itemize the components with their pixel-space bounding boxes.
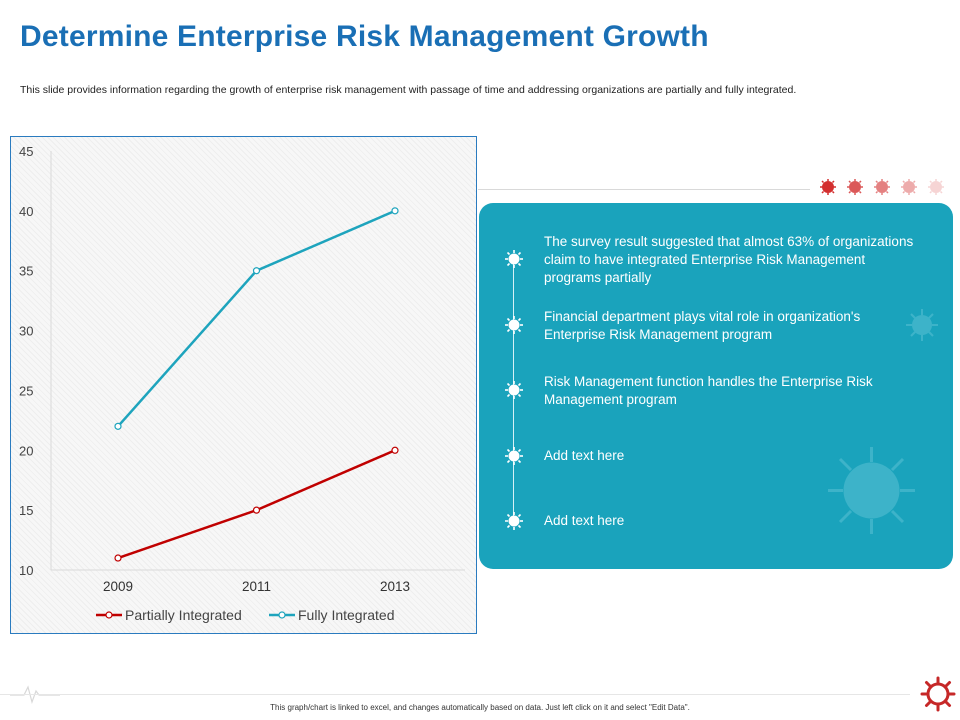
data-point bbox=[114, 554, 122, 562]
panel-item: Financial department plays vital role in… bbox=[544, 309, 861, 342]
y-tick-label: 45 bbox=[19, 144, 33, 159]
virus-bullet-icon bbox=[505, 447, 523, 465]
legend-marker-dot bbox=[105, 611, 113, 619]
legend-marker-dot bbox=[278, 611, 286, 619]
data-point bbox=[114, 422, 122, 430]
series-line bbox=[117, 209, 396, 428]
legend-label: Fully Integrated bbox=[298, 607, 395, 623]
virus-bullet-icon bbox=[505, 512, 523, 530]
legend-label: Partially Integrated bbox=[125, 607, 242, 623]
virus-decoration-icon bbox=[828, 447, 915, 534]
divider-line bbox=[478, 189, 810, 190]
footer-note: This graph/chart is linked to excel, and… bbox=[270, 703, 690, 712]
virus-bullet-icon bbox=[505, 250, 523, 268]
page-subtitle: This slide provides information regardin… bbox=[20, 84, 797, 96]
y-tick-label: 35 bbox=[19, 264, 33, 279]
panel-item: Risk Management function handles the Ent… bbox=[544, 374, 873, 407]
series-line bbox=[117, 449, 396, 560]
y-tick-label: 15 bbox=[19, 503, 33, 518]
x-tick-label: 2009 bbox=[103, 579, 133, 594]
page-title: Determine Enterprise Risk Management Gro… bbox=[20, 20, 709, 53]
x-tick-label: 2013 bbox=[380, 579, 410, 594]
y-tick-label: 10 bbox=[19, 563, 33, 578]
virus-bullet-icon bbox=[505, 316, 523, 334]
line-chart[interactable]: 10 15 20 25 30 35 40 45 2009 2011 2013 Partially In… bbox=[10, 136, 477, 634]
virus-logo-icon bbox=[920, 676, 956, 712]
data-point bbox=[252, 506, 261, 514]
footer-line bbox=[0, 694, 910, 695]
data-point bbox=[252, 267, 261, 275]
chart-canvas: 10 15 20 25 30 35 40 45 2009 2011 2013 Partially In… bbox=[19, 144, 465, 623]
y-tick-label: 40 bbox=[19, 204, 33, 219]
y-tick-label: 25 bbox=[19, 383, 33, 398]
panel-item: The survey result suggested that almost … bbox=[544, 234, 914, 285]
y-tick-label: 20 bbox=[19, 443, 33, 458]
x-tick-label: 2011 bbox=[242, 579, 271, 594]
y-tick-label: 30 bbox=[19, 324, 33, 339]
pulse-icon bbox=[10, 685, 60, 704]
virus-decoration-icon bbox=[906, 309, 938, 341]
panel-item: Add text here bbox=[544, 513, 625, 528]
panel-item: Add text here bbox=[544, 448, 625, 463]
data-point bbox=[391, 207, 399, 215]
insights-panel: The survey result suggested that almost … bbox=[479, 203, 953, 569]
virus-dots-icon bbox=[820, 179, 944, 195]
virus-bullet-icon bbox=[505, 381, 523, 399]
data-point bbox=[391, 446, 399, 454]
